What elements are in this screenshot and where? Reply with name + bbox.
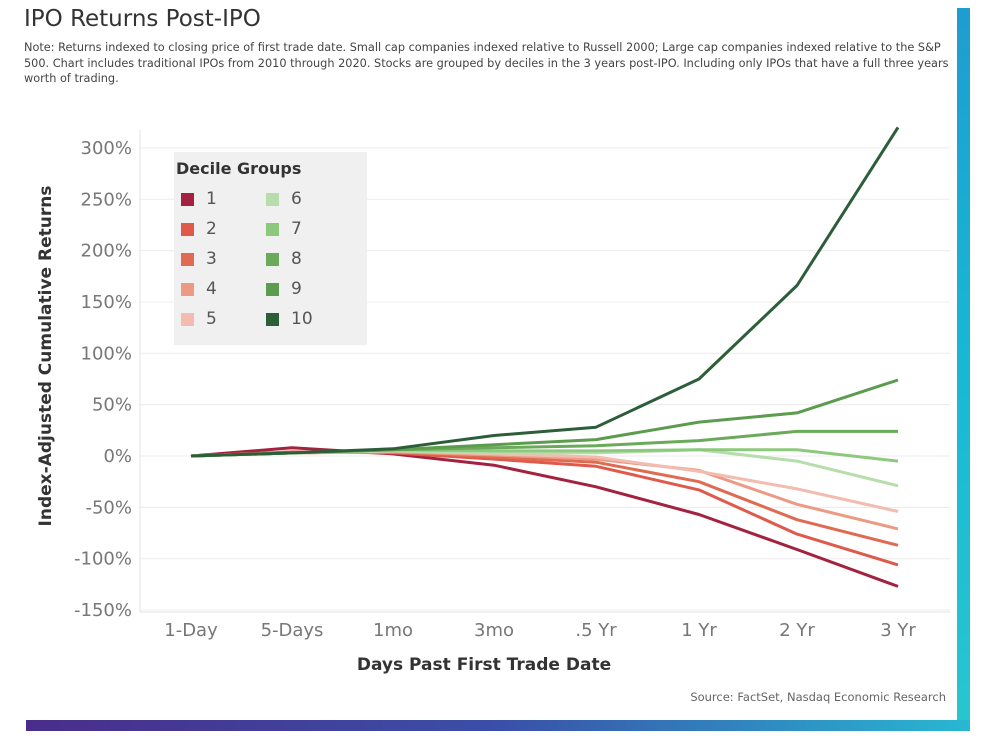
y-tick-label: -100% <box>74 549 132 570</box>
legend-item-decile-1: 1 <box>181 189 217 209</box>
y-tick-label: 50% <box>92 395 132 416</box>
chart-title: IPO Returns Post-IPO <box>24 6 261 32</box>
legend-title: Decile Groups <box>176 159 302 178</box>
legend-swatch <box>266 312 279 326</box>
x-tick-label: 3mo <box>474 620 514 641</box>
legend-swatch <box>266 192 279 206</box>
x-tick-label: 3 Yr <box>880 620 916 641</box>
legend-label: 6 <box>291 189 302 209</box>
legend-swatch <box>266 222 279 236</box>
legend-item-decile-4: 4 <box>181 279 217 299</box>
y-tick-label: -150% <box>74 600 132 621</box>
series-line-decile-9 <box>190 378 899 458</box>
legend-item-decile-7: 7 <box>266 219 302 239</box>
legend-swatch <box>266 282 279 296</box>
x-tick-label: 2 Yr <box>779 620 815 641</box>
legend-label: 8 <box>291 249 302 269</box>
legend-label: 2 <box>206 219 217 239</box>
x-tick-label: .5 Yr <box>575 620 617 641</box>
legend-swatch <box>266 252 279 266</box>
legend-item-decile-6: 6 <box>266 189 302 209</box>
legend-swatch <box>181 252 194 266</box>
series-line-decile-1 <box>190 446 899 588</box>
legend-swatch <box>181 192 194 206</box>
y-tick-label: 300% <box>81 138 132 159</box>
legend-swatch <box>181 222 194 236</box>
chart-note: Note: Returns indexed to closing price o… <box>24 41 949 86</box>
y-tick-label: 0% <box>103 446 132 467</box>
x-tick-label: 5-Days <box>261 620 324 641</box>
legend-item-decile-5: 5 <box>181 309 217 329</box>
legend-label: 3 <box>206 249 217 269</box>
x-tick-label: 1mo <box>373 620 413 641</box>
y-axis-ticks: 300% 250% 200% 150% 100% 50% 0% -50% -100% -150% <box>74 138 132 621</box>
legend-label: 5 <box>206 309 217 329</box>
y-tick-label: 150% <box>81 292 132 313</box>
legend-label: 7 <box>291 219 302 239</box>
legend-swatch <box>181 312 194 326</box>
y-axis-label: Index-Adjusted Cumulative Returns <box>36 186 56 527</box>
source-note: Source: FactSet, Nasdaq Economic Researc… <box>690 690 946 704</box>
legend-label: 4 <box>206 279 217 299</box>
accent-bar-bottom <box>26 720 970 731</box>
legend-item-decile-3: 3 <box>181 249 217 269</box>
x-axis-label: Days Past First Trade Date <box>357 655 611 675</box>
legend-label: 9 <box>291 279 302 299</box>
y-tick-label: 200% <box>81 241 132 262</box>
legend-item-decile-10: 10 <box>266 309 313 329</box>
legend-label: 1 <box>206 189 217 209</box>
legend-swatch <box>181 282 194 296</box>
y-tick-label: 250% <box>81 189 132 210</box>
legend-item-decile-2: 2 <box>181 219 217 239</box>
series-line-decile-10 <box>190 126 900 458</box>
y-tick-label: 100% <box>81 343 132 364</box>
accent-bar-right <box>957 8 970 720</box>
x-tick-label: 1-Day <box>164 620 218 641</box>
legend-item-decile-9: 9 <box>266 279 302 299</box>
x-axis-ticks: 1-Day 5-Days 1mo 3mo .5 Yr 1 Yr 2 Yr 3 Yr <box>164 620 916 641</box>
x-tick-label: 1 Yr <box>681 620 717 641</box>
y-tick-label: -50% <box>85 497 132 518</box>
legend-label: 10 <box>291 309 313 329</box>
legend-item-decile-8: 8 <box>266 249 302 269</box>
series-lines <box>190 126 900 588</box>
